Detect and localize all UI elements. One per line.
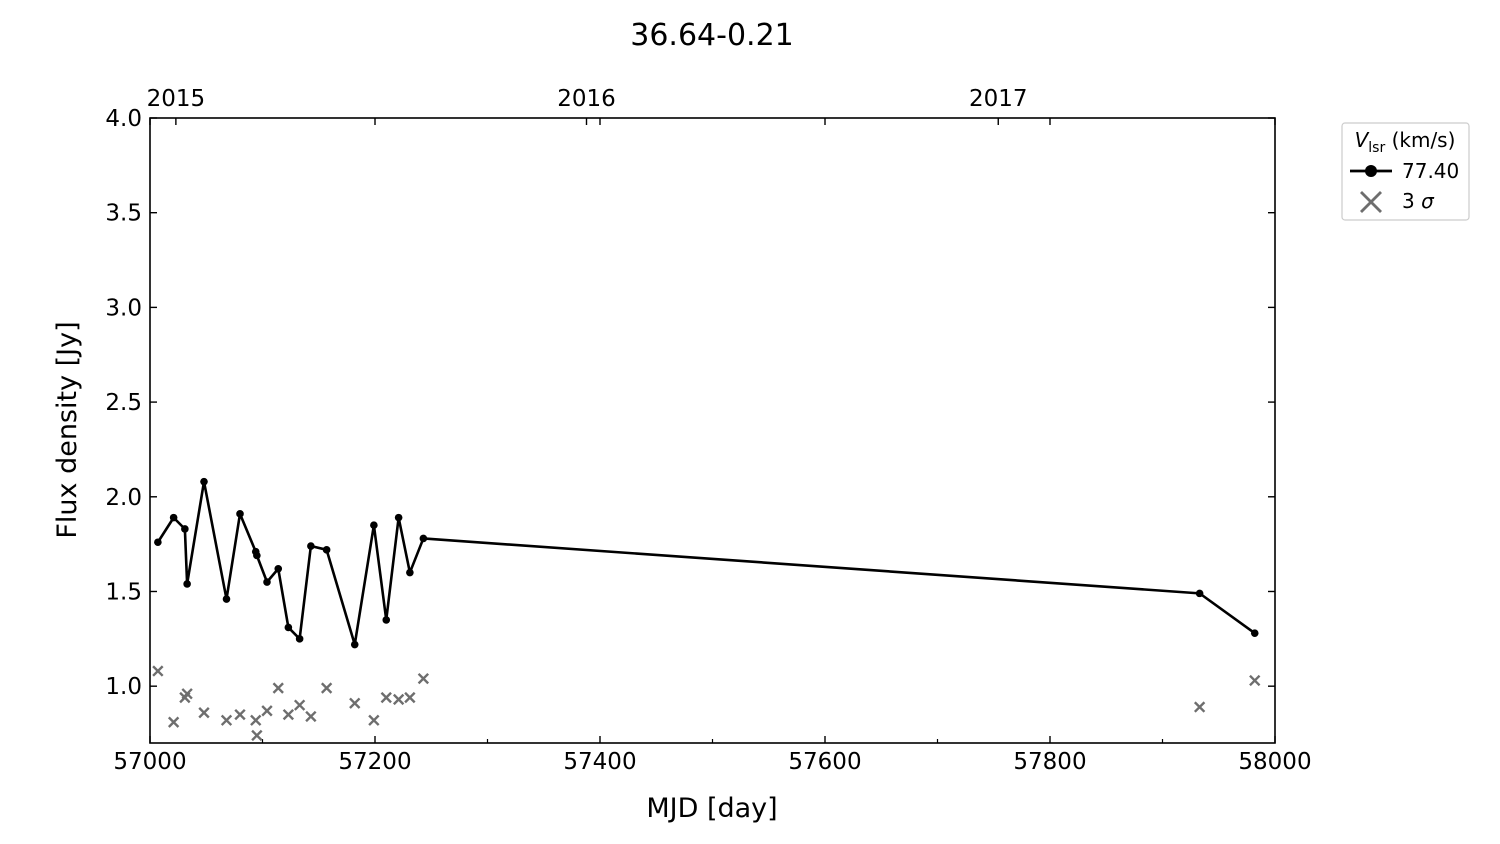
sigma-marker (282, 708, 295, 721)
data-point (406, 568, 414, 577)
data-point (382, 616, 391, 624)
data-point (236, 510, 244, 518)
sigma-marker-stroke (305, 710, 317, 723)
sigma-marker (181, 688, 193, 700)
sigma-marker (167, 716, 180, 728)
x-tick-label: 58000 (1238, 749, 1311, 775)
sigma-marker (152, 665, 164, 677)
x-tick-label: 57800 (1013, 749, 1086, 775)
sigma-marker (392, 693, 405, 706)
plot-area-frame (149, 117, 1276, 744)
sigma-marker-stroke (167, 716, 180, 728)
legend: Vlsr (km/s) 77.40 3 σ (1341, 122, 1470, 221)
sigma-marker (261, 705, 273, 717)
data-point (295, 635, 304, 643)
x-axis-title: MJD [day] (646, 793, 777, 824)
sigma-marker (349, 697, 361, 709)
data-point (370, 521, 378, 529)
data-point (200, 477, 208, 486)
legend-label-series-2: 3 σ (1402, 189, 1435, 213)
y-tick-label: 2.5 (105, 390, 142, 416)
sigma-marker-stroke (380, 691, 392, 704)
sigma-marker-stroke (293, 699, 306, 711)
data-point (253, 551, 261, 560)
legend-title: Vlsr (km/s) (1355, 128, 1456, 156)
data-point (154, 538, 162, 547)
data-point (222, 595, 231, 603)
y-tick-label: 1.5 (105, 579, 142, 605)
data-point (307, 542, 315, 550)
data-point (169, 513, 178, 522)
sigma-marker (198, 707, 210, 719)
x-tick-label: 57000 (113, 749, 186, 775)
data-point (394, 513, 403, 522)
sigma-marker-stroke (320, 682, 333, 694)
sigma-marker (305, 710, 317, 723)
sigma-marker-stroke (251, 729, 263, 742)
data-point (350, 640, 359, 649)
x-tick-label: 57400 (563, 749, 636, 775)
sigma-marker-stroke (282, 708, 295, 721)
data-point (284, 623, 293, 632)
sigma-marker-stroke (392, 693, 405, 706)
chart-title: 36.64-0.21 (630, 18, 794, 53)
data-point (419, 534, 428, 543)
data-point (183, 580, 191, 588)
sigma-marker-stroke (198, 707, 210, 719)
sigma-marker (220, 714, 233, 726)
sigma-marker-stroke (417, 672, 430, 685)
sigma-marker-stroke (181, 688, 193, 700)
legend-cross-icon (1360, 191, 1382, 213)
data-point (274, 564, 283, 573)
sigma-marker-stroke (261, 705, 273, 717)
sigma-marker (251, 729, 263, 742)
sigma-marker (272, 682, 284, 694)
data-point (263, 578, 271, 586)
sigma-marker (1193, 701, 1206, 713)
sigma-marker (368, 714, 380, 726)
sigma-marker-stroke (220, 714, 233, 726)
series-line (156, 480, 1256, 646)
sigma-marker-stroke (152, 665, 164, 677)
top-tick-label: 2015 (147, 86, 206, 112)
sigma-marker-stroke (1249, 674, 1261, 687)
legend-marker-icon (1365, 165, 1377, 177)
x-tick-label: 57200 (338, 749, 411, 775)
y-tick-label: 1.0 (105, 674, 142, 700)
data-point (181, 525, 189, 533)
sigma-marker (417, 672, 430, 685)
sigma-marker (404, 691, 416, 704)
sigma-marker (1249, 674, 1261, 687)
y-tick-label: 3.0 (105, 295, 142, 321)
y-tick-label: 3.5 (105, 201, 142, 227)
x-axis: 57000 57200 57400 57600 57800 58000 (113, 118, 1312, 775)
sigma-marker (320, 682, 333, 694)
top-axis: 2015 2016 2017 (147, 86, 1028, 125)
sigma-marker (380, 691, 392, 704)
sigma-marker-stroke (1193, 701, 1206, 713)
sigma-marker-stroke (234, 708, 246, 721)
data-point (1195, 589, 1204, 598)
y-tick-label: 4.0 (105, 106, 142, 132)
top-tick-label: 2016 (557, 86, 616, 112)
sigma-marker-stroke (368, 714, 380, 726)
top-tick-label: 2017 (969, 86, 1028, 112)
y-tick-label: 2.0 (105, 485, 142, 511)
sigma-marker-stroke (349, 697, 361, 709)
legend-box (1341, 122, 1470, 221)
data-point (322, 546, 331, 554)
y-axis-title: Flux density [Jy] (52, 321, 83, 538)
sigma-marker (234, 708, 246, 721)
x-tick-label: 57600 (788, 749, 861, 775)
sigma-marker-stroke (404, 691, 416, 704)
sigma-marker-stroke (272, 682, 284, 694)
sigma-marker-stroke (250, 714, 262, 726)
data-point (1250, 629, 1259, 637)
sigma-marker (250, 714, 262, 726)
sigma-marker (293, 699, 306, 711)
legend-label-series-1: 77.40 (1402, 159, 1459, 183)
y-axis: 1.0 1.5 2.0 2.5 3.0 3.5 4.0 (105, 106, 1275, 700)
